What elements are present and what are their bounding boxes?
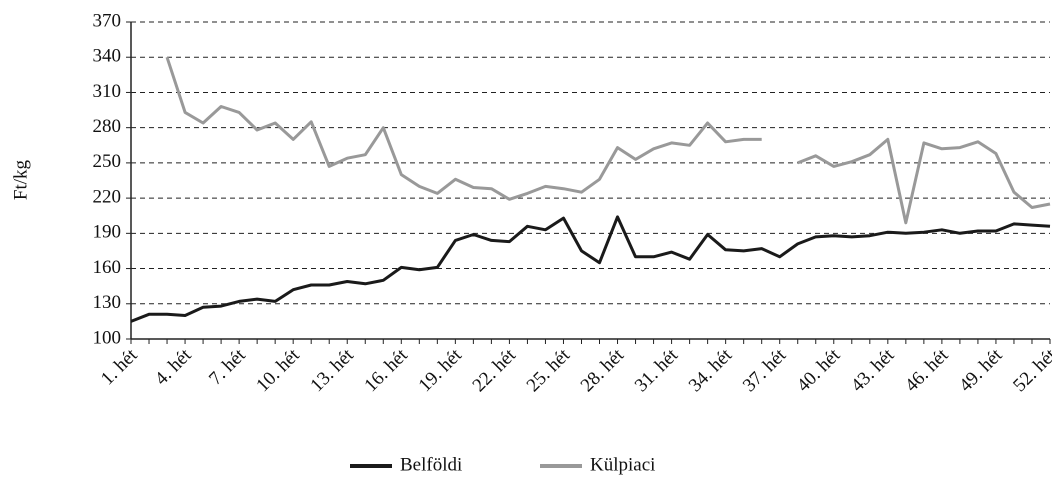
series-line xyxy=(130,215,1051,323)
y-tick-label: 250 xyxy=(93,151,122,172)
y-tick-label: 160 xyxy=(93,257,122,278)
y-tick-label: 280 xyxy=(93,116,122,137)
x-tick-label: 43. hét xyxy=(847,344,899,396)
y-tick-label: 100 xyxy=(93,327,122,348)
y-tick-label: 190 xyxy=(93,222,122,243)
y-tick-label: 370 xyxy=(93,10,122,31)
x-tick-label: 19. hét xyxy=(415,344,467,396)
x-tick-label: 31. hét xyxy=(631,344,683,396)
x-tick-label: 22. hét xyxy=(469,344,521,396)
x-tick-label: 4. hét xyxy=(151,344,196,389)
series-line xyxy=(165,56,1051,225)
x-tick-label: 40. hét xyxy=(793,344,845,396)
y-tick-label: 310 xyxy=(93,81,122,102)
x-tick-label: 52. hét xyxy=(1009,344,1052,396)
x-tick-label: 7. hét xyxy=(205,344,250,389)
x-tick-label: 28. hét xyxy=(577,344,629,396)
legend-label: Külpiaci xyxy=(590,454,655,475)
y-tick-label: 130 xyxy=(93,292,122,313)
x-tick-label: 13. hét xyxy=(306,344,358,396)
y-axis-label: Ft/kg xyxy=(10,159,31,200)
x-tick-label: 46. hét xyxy=(901,344,953,396)
x-tick-label: 1. hét xyxy=(97,344,142,389)
y-tick-label: 220 xyxy=(93,186,122,207)
x-tick-label: 37. hét xyxy=(739,344,791,396)
x-tick-label: 16. hét xyxy=(360,344,412,396)
y-tick-label: 340 xyxy=(93,46,122,67)
x-tick-label: 49. hét xyxy=(955,344,1007,396)
x-tick-label: 10. hét xyxy=(252,344,304,396)
x-tick-label: 34. hét xyxy=(685,344,737,396)
legend-label: Belföldi xyxy=(400,454,462,475)
x-tick-label: 25. hét xyxy=(523,344,575,396)
